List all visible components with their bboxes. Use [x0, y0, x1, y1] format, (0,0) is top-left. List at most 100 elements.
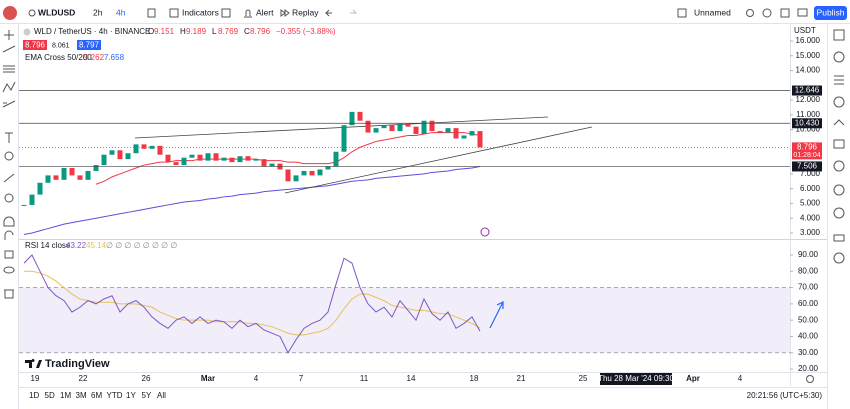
range-button[interactable]: All	[157, 391, 166, 400]
alert-button[interactable]: Alert	[256, 7, 274, 17]
range-button[interactable]: 1Y	[126, 391, 136, 400]
search-button[interactable]	[746, 9, 754, 17]
emoji-tool[interactable]	[4, 151, 14, 161]
candle	[245, 156, 251, 161]
snapshot-button[interactable]	[797, 8, 808, 17]
currency: USDT	[794, 26, 816, 35]
rsi-title: RSI 14 close	[25, 241, 71, 250]
candle	[117, 150, 123, 160]
range-button[interactable]: 5D	[45, 391, 55, 400]
legend-title: WLD / TetherUS · 4h · BINANCE	[34, 27, 150, 36]
candle	[461, 135, 467, 139]
avatar[interactable]	[3, 6, 17, 20]
y-tick-label: 90.00	[798, 250, 819, 259]
rsi-empty-values: ∅ ∅ ∅ ∅ ∅ ∅ ∅ ∅	[106, 241, 177, 250]
candle	[477, 131, 483, 148]
indicators-button[interactable]: Indicators	[182, 7, 219, 17]
publish-background[interactable]	[814, 6, 847, 20]
x-tick-label: 11	[360, 374, 369, 383]
fullscreen-button[interactable]	[780, 8, 790, 18]
zoom-tool[interactable]	[4, 193, 14, 203]
replay-button[interactable]: Replay	[292, 7, 319, 17]
rsi-line	[23, 254, 481, 354]
candle	[421, 120, 427, 135]
ohlc-label: L	[212, 27, 217, 36]
x-tick-label: 19	[31, 374, 40, 383]
settings-button[interactable]	[762, 8, 772, 18]
range-button[interactable]: 3M	[76, 391, 87, 400]
crosshair-tool[interactable]	[4, 30, 14, 40]
spread: 8.061	[52, 42, 70, 49]
prediction-tool[interactable]	[2, 100, 16, 108]
layout-name[interactable]: Unnamed	[694, 7, 731, 17]
candle	[69, 168, 75, 176]
range-button[interactable]: YTD	[107, 391, 123, 400]
search-icon	[28, 9, 36, 17]
range-button[interactable]: 1D	[29, 391, 39, 400]
candle-type-icon[interactable]	[147, 8, 156, 18]
hide-tool[interactable]	[3, 266, 15, 274]
data-window-button[interactable]	[834, 75, 844, 85]
chats-button[interactable]	[833, 160, 845, 172]
alert-icon	[244, 9, 252, 18]
range-button[interactable]: 5Y	[142, 391, 152, 400]
fib-tool[interactable]	[3, 65, 15, 73]
help-button[interactable]	[833, 207, 845, 219]
candle	[301, 170, 307, 176]
y-tick-label: 40.00	[798, 332, 819, 341]
time-settings[interactable]	[806, 375, 814, 383]
candle	[341, 125, 347, 152]
ruler-tool[interactable]	[3, 173, 15, 183]
trendline	[284, 126, 593, 194]
templates-icon[interactable]	[221, 8, 231, 18]
event-marker[interactable]	[480, 227, 490, 237]
alerts-button[interactable]	[833, 51, 845, 63]
delete-tool[interactable]	[4, 289, 14, 299]
hotlist-button[interactable]	[833, 96, 845, 108]
candle	[389, 125, 395, 132]
candle	[397, 123, 403, 132]
interval[interactable]: 2h	[93, 7, 103, 17]
stay-drawing-tool[interactable]	[4, 230, 14, 240]
range-button[interactable]: 6M	[91, 391, 102, 400]
layout-icon	[677, 8, 687, 18]
y-tick-label: 80.00	[798, 266, 819, 275]
price-badge-label: 8.796	[797, 143, 818, 152]
arrow-drawing	[489, 301, 504, 329]
ohlc-value: 8.796	[250, 27, 271, 36]
pattern-tool[interactable]	[2, 81, 16, 93]
publish-button[interactable]: Publish	[817, 7, 845, 17]
ema200-line	[23, 166, 481, 235]
candle	[253, 159, 259, 161]
rsi-ma-value: 45.14	[86, 241, 107, 250]
cursor-time: Thu 28 Mar '24 09:30	[598, 374, 674, 383]
watchlist-button[interactable]	[833, 29, 845, 41]
lock-tool[interactable]	[4, 250, 14, 259]
interval-active[interactable]: 4h	[116, 7, 126, 17]
rsi-band	[19, 287, 790, 353]
notifications-button[interactable]	[833, 184, 845, 196]
redo-icon[interactable]	[350, 9, 358, 14]
candle	[229, 157, 235, 163]
trendline-tool[interactable]	[2, 45, 16, 53]
candle	[45, 175, 51, 183]
y-tick-label: 12.000	[796, 95, 821, 104]
candle	[293, 175, 299, 182]
candle	[101, 154, 107, 166]
magnet-tool[interactable]	[3, 216, 15, 227]
candle	[157, 145, 163, 155]
bell-button[interactable]	[833, 252, 845, 264]
ohlc-label: O	[148, 27, 154, 36]
undo-icon[interactable]	[324, 9, 332, 17]
text-tool[interactable]	[5, 132, 13, 143]
pine-button[interactable]	[833, 234, 845, 242]
ideas-button[interactable]	[833, 139, 845, 149]
clock: 20:21:56 (UTC+5:30)	[747, 391, 823, 400]
symbol[interactable]: WLDUSD	[38, 7, 75, 17]
y-tick-label: 15.000	[796, 51, 821, 60]
candle	[413, 126, 419, 135]
calendar-button[interactable]	[833, 119, 845, 126]
range-button[interactable]: 1M	[60, 391, 71, 400]
logo-icon	[25, 359, 42, 368]
